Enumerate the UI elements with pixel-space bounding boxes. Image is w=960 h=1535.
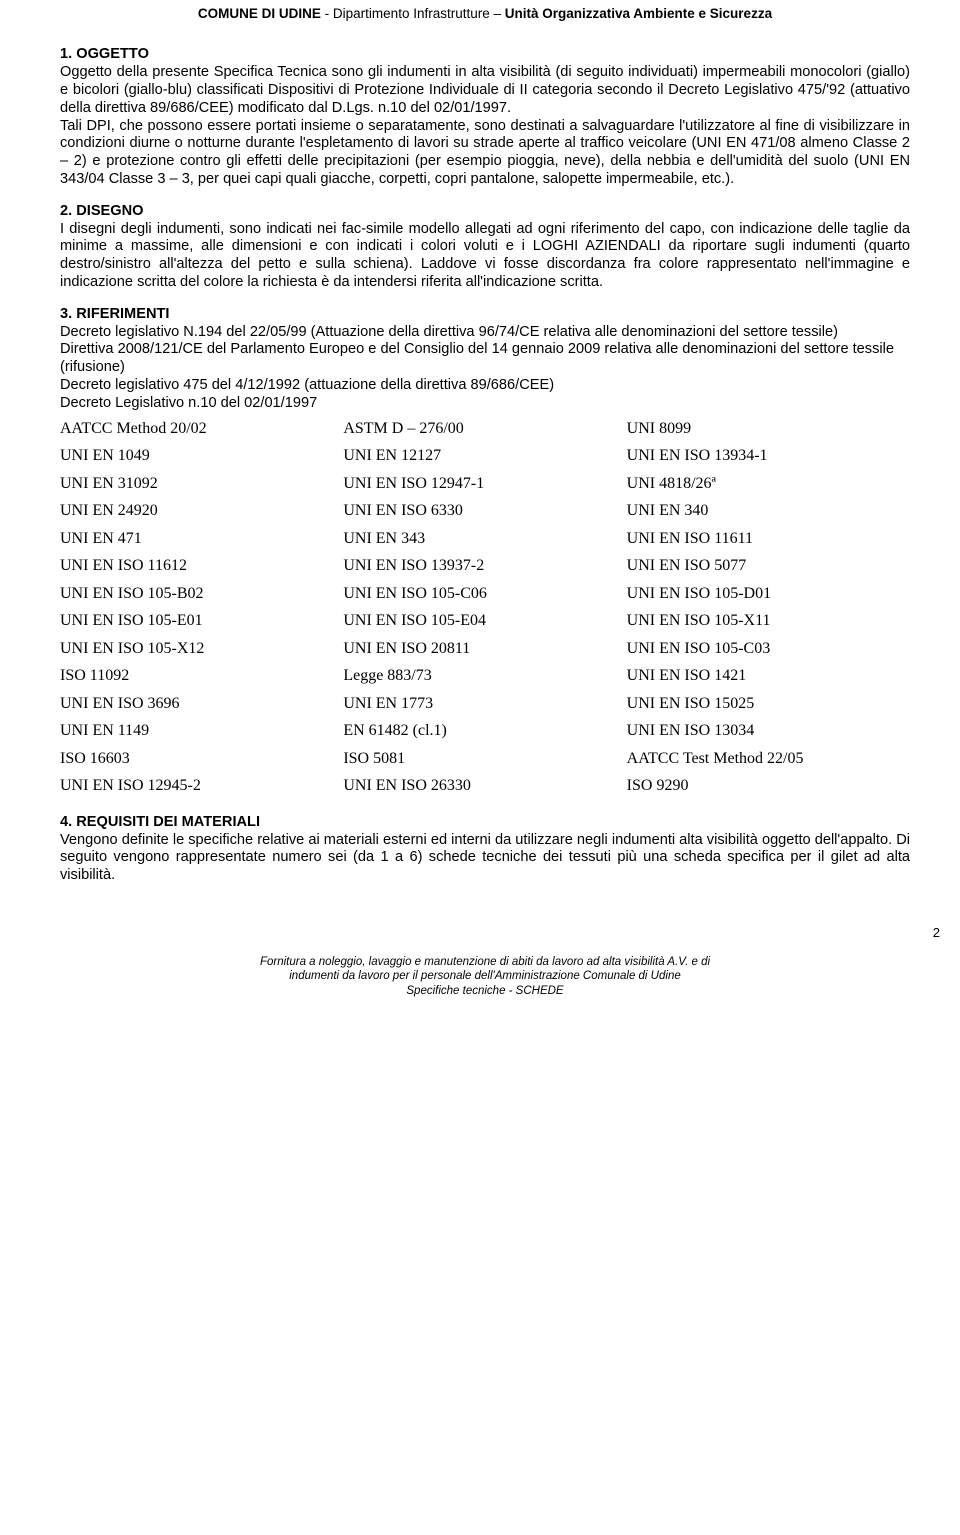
section-2-heading: 2. DISEGNO [60,203,910,221]
header-left: COMUNE DI UDINE [198,6,321,21]
standard-cell: UNI EN 1773 [343,690,626,718]
standard-cell: UNI 8099 [627,415,910,443]
standard-cell: UNI EN ISO 11611 [627,525,910,553]
standard-cell: AATCC Method 20/02 [60,415,343,443]
standard-cell: UNI EN ISO 105-E04 [343,607,626,635]
ref-line-1: Direttiva 2008/121/CE del Parlamento Eur… [60,341,910,377]
header-right: Unità Organizzativa Ambiente e Sicurezza [505,6,772,21]
standard-cell: UNI EN ISO 12945-2 [60,772,343,800]
section-1-text-b: Tali DPI, che possono essere portati ins… [60,118,910,189]
standard-cell: UNI EN ISO 13034 [627,717,910,745]
footer-line-2: indumenti da lavoro per il personale del… [60,969,910,983]
standard-cell: UNI EN 24920 [60,497,343,525]
standard-cell: AATCC Test Method 22/05 [627,745,910,773]
standards-table: AATCC Method 20/02ASTM D – 276/00UNI 809… [60,415,910,800]
standard-cell: UNI EN ISO 5077 [627,552,910,580]
table-row: ISO 16603ISO 5081AATCC Test Method 22/05 [60,745,910,773]
section-3-heading: 3. RIFERIMENTI [60,306,910,324]
standard-cell: UNI EN 12127 [343,442,626,470]
standard-cell: UNI EN 471 [60,525,343,553]
standard-cell: ISO 11092 [60,662,343,690]
section-1-text-a: Oggetto della presente Specifica Tecnica… [60,64,910,117]
section-4-heading: 4. REQUISITI DEI MATERIALI [60,814,910,832]
section-2-text: I disegni degli indumenti, sono indicati… [60,221,910,292]
table-row: UNI EN 1049UNI EN 12127UNI EN ISO 13934-… [60,442,910,470]
table-row: UNI EN ISO 3696UNI EN 1773UNI EN ISO 150… [60,690,910,718]
standard-cell: Legge 883/73 [343,662,626,690]
footer-line-3: Specifiche tecniche - SCHEDE [60,984,910,998]
standard-cell: UNI EN 1149 [60,717,343,745]
table-row: UNI EN ISO 105-X12UNI EN ISO 20811UNI EN… [60,635,910,663]
page-number: 2 [933,925,940,941]
standard-cell: UNI EN ISO 26330 [343,772,626,800]
page-header: COMUNE DI UDINE - Dipartimento Infrastru… [60,6,910,22]
standard-cell: UNI EN ISO 11612 [60,552,343,580]
standard-cell: UNI EN ISO 13934-1 [627,442,910,470]
standard-cell: UNI EN ISO 12947-1 [343,470,626,498]
section-4: 4. REQUISITI DEI MATERIALI Vengono defin… [60,814,910,885]
section-1-heading: 1. OGGETTO [60,46,910,64]
section-2: 2. DISEGNO I disegni degli indumenti, so… [60,203,910,292]
table-row: ISO 11092Legge 883/73UNI EN ISO 1421 [60,662,910,690]
standard-cell: UNI EN ISO 105-D01 [627,580,910,608]
standard-cell: UNI EN 340 [627,497,910,525]
table-row: UNI EN 1149EN 61482 (cl.1)UNI EN ISO 130… [60,717,910,745]
table-row: UNI EN 31092UNI EN ISO 12947-1UNI 4818/2… [60,470,910,498]
standard-cell: ISO 9290 [627,772,910,800]
footer-line-1: Fornitura a noleggio, lavaggio e manuten… [60,955,910,969]
standard-cell: ISO 5081 [343,745,626,773]
table-row: UNI EN 471UNI EN 343UNI EN ISO 11611 [60,525,910,553]
standard-cell: ASTM D – 276/00 [343,415,626,443]
section-4-text: Vengono definite le specifiche relative … [60,832,910,885]
table-row: AATCC Method 20/02ASTM D – 276/00UNI 809… [60,415,910,443]
ref-line-3: Decreto Legislativo n.10 del 02/01/1997 [60,395,910,413]
section-1: 1. OGGETTO Oggetto della presente Specif… [60,46,910,188]
table-row: UNI EN ISO 105-E01UNI EN ISO 105-E04UNI … [60,607,910,635]
page-footer: 2 Fornitura a noleggio, lavaggio e manut… [60,955,910,998]
table-row: UNI EN ISO 11612UNI EN ISO 13937-2UNI EN… [60,552,910,580]
table-row: UNI EN ISO 12945-2UNI EN ISO 26330ISO 92… [60,772,910,800]
standard-cell: UNI EN ISO 105-X11 [627,607,910,635]
table-row: UNI EN 24920UNI EN ISO 6330UNI EN 340 [60,497,910,525]
standard-cell: UNI EN 1049 [60,442,343,470]
standard-cell: UNI EN ISO 20811 [343,635,626,663]
standard-cell: UNI EN ISO 105-C03 [627,635,910,663]
ref-line-2: Decreto legislativo 475 del 4/12/1992 (a… [60,377,910,395]
standard-cell: UNI EN ISO 105-X12 [60,635,343,663]
section-3: 3. RIFERIMENTI Decreto legislativo N.194… [60,306,910,413]
standard-cell: UNI EN ISO 3696 [60,690,343,718]
ref-line-0: Decreto legislativo N.194 del 22/05/99 (… [60,324,910,342]
standard-cell: ISO 16603 [60,745,343,773]
standard-cell: UNI 4818/26ª [627,470,910,498]
standard-cell: UNI EN 343 [343,525,626,553]
standard-cell: UNI EN ISO 1421 [627,662,910,690]
standard-cell: UNI EN ISO 6330 [343,497,626,525]
standard-cell: UNI EN 31092 [60,470,343,498]
standard-cell: UNI EN ISO 105-B02 [60,580,343,608]
standard-cell: UNI EN ISO 15025 [627,690,910,718]
table-row: UNI EN ISO 105-B02UNI EN ISO 105-C06UNI … [60,580,910,608]
standard-cell: UNI EN ISO 13937-2 [343,552,626,580]
standard-cell: UNI EN ISO 105-E01 [60,607,343,635]
standard-cell: UNI EN ISO 105-C06 [343,580,626,608]
header-middle: - Dipartimento Infrastrutture – [321,6,505,21]
standard-cell: EN 61482 (cl.1) [343,717,626,745]
